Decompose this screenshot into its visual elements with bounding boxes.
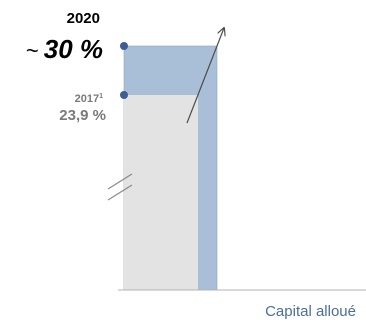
label-year-2020: 2020 — [67, 10, 100, 27]
increase-arrow — [186, 28, 224, 124]
label-approx-2020: ~ — [26, 38, 39, 63]
x-axis-label: Capital alloué — [265, 303, 356, 320]
label-percent-2020: 30 % — [44, 34, 103, 64]
marker-2020 — [120, 42, 128, 50]
axis-break-line-top — [107, 173, 133, 190]
footnote-marker-2017: 1 — [99, 93, 103, 100]
label-value-2017: 23,9 % — [59, 107, 106, 124]
label-value-2020: ~30 % — [26, 34, 103, 64]
axis-break-symbol — [107, 173, 133, 201]
axis-break-line-bottom — [107, 184, 133, 201]
bar-2017 — [124, 95, 198, 290]
label-year-2017: 20171 — [75, 93, 103, 105]
label-year-2017-text: 2017 — [75, 93, 99, 105]
marker-2017 — [120, 91, 128, 99]
